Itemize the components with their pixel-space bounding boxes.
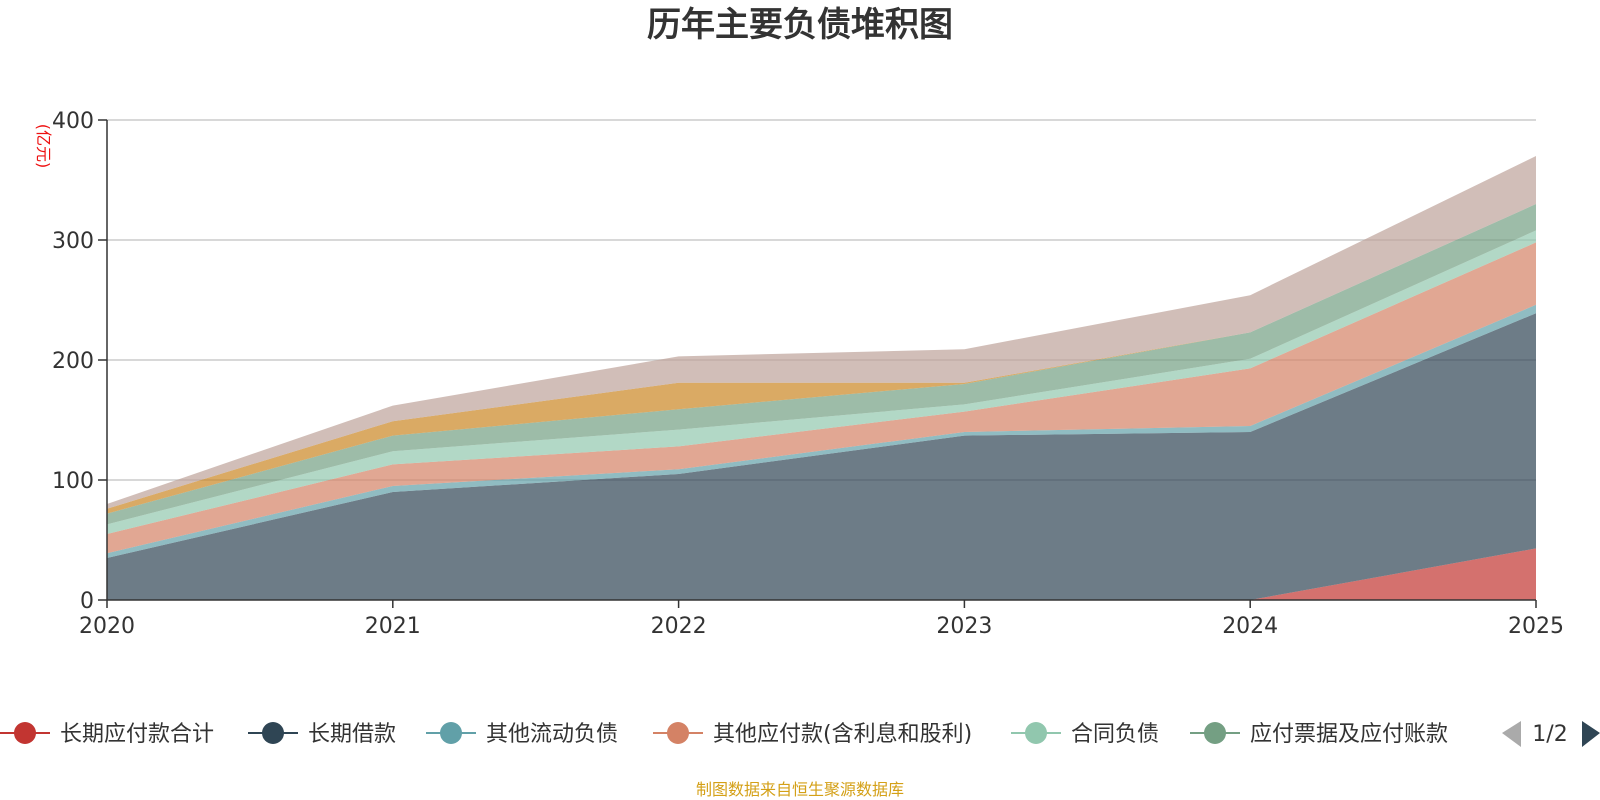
- y-tick-label: 400: [52, 109, 94, 134]
- x-tick-label: 2024: [1222, 614, 1278, 639]
- area-4[interactable]: [107, 242, 1536, 554]
- legend-label: 长期借款: [308, 722, 396, 747]
- legend-item[interactable]: 应付票据及应付账款: [1190, 722, 1448, 747]
- legend-marker: [667, 722, 689, 744]
- y-tick-label: 300: [52, 229, 94, 254]
- source-note: 制图数据来自恒生聚源数据库: [696, 780, 904, 799]
- area-5[interactable]: [107, 230, 1536, 534]
- legend-marker: [1204, 722, 1226, 744]
- legend-prev-page-icon[interactable]: [1502, 721, 1521, 747]
- area-8[interactable]: [107, 156, 1536, 509]
- legend-page-indicator: 1/2: [1532, 722, 1567, 747]
- legend-next-page-icon[interactable]: [1582, 721, 1600, 747]
- x-tick-label: 2022: [651, 614, 707, 639]
- area-1[interactable]: [107, 548, 1536, 600]
- y-tick-label: 100: [52, 469, 94, 494]
- y-axis-unit: (亿元): [34, 124, 53, 169]
- x-tick-label: 2025: [1508, 614, 1564, 639]
- legend-marker: [14, 722, 36, 744]
- area-2[interactable]: [107, 313, 1536, 600]
- chart-title: 历年主要负债堆积图: [647, 5, 953, 45]
- legend-label: 合同负债: [1071, 722, 1159, 747]
- x-tick-label: 2021: [365, 614, 421, 639]
- x-tick-label: 2020: [79, 614, 135, 639]
- legend-item[interactable]: 其他应付款(含利息和股利): [653, 722, 972, 747]
- legend-label: 其他流动负债: [486, 722, 618, 747]
- axes: 0 100 200 300 400 2020 2021 2022 2023 2024 2025: [52, 109, 1564, 639]
- area-6[interactable]: [107, 204, 1536, 525]
- legend-label: 应付票据及应付账款: [1250, 722, 1448, 747]
- legend-label: 其他应付款(含利息和股利): [713, 722, 972, 747]
- legend-item[interactable]: 长期借款: [248, 722, 396, 747]
- legend: 长期应付款合计 长期借款 其他流动负债 其他应付款(含利息和股利) 合同负债 应付票据及应…: [0, 722, 1448, 747]
- legend-marker: [440, 722, 462, 744]
- legend-marker: [1025, 722, 1047, 744]
- legend-item[interactable]: 合同负债: [1011, 722, 1159, 747]
- area-3[interactable]: [107, 304, 1536, 558]
- area-series: [107, 156, 1536, 600]
- x-tick-label: 2023: [936, 614, 992, 639]
- legend-item[interactable]: 其他流动负债: [426, 722, 618, 747]
- y-tick-label: 200: [52, 349, 94, 374]
- y-tick-label: 0: [80, 589, 94, 614]
- legend-label: 长期应付款合计: [60, 722, 214, 747]
- legend-marker: [262, 722, 284, 744]
- legend-item[interactable]: 长期应付款合计: [0, 722, 214, 747]
